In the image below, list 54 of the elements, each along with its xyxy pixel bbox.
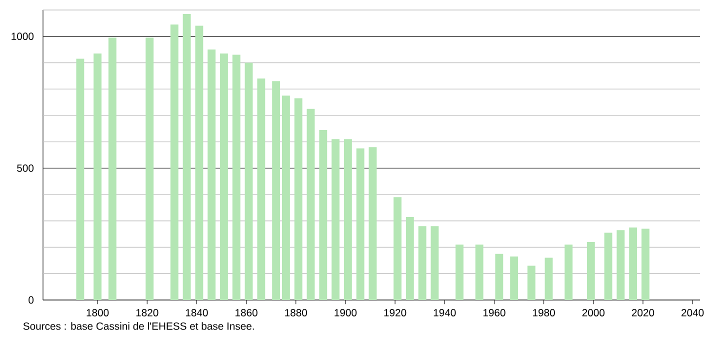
source-note: Sources : base Cassini de l'EHESS et base Insee. (23, 322, 254, 330)
bar (244, 62, 253, 300)
y-tick-label: 1000 (12, 32, 34, 40)
x-tick-label: 2020 (632, 309, 654, 316)
bar (495, 254, 504, 300)
bar (475, 244, 484, 300)
bar (430, 226, 439, 300)
bar (510, 256, 518, 300)
bar (195, 26, 204, 300)
bar (394, 197, 402, 300)
x-tick-label: 1820 (136, 309, 158, 316)
bar (527, 266, 536, 300)
x-tick-label: 1800 (86, 309, 109, 316)
x-tick-label: 2000 (582, 309, 605, 316)
bar (220, 53, 228, 300)
y-tick-label: 0 (28, 296, 34, 304)
bar (368, 147, 377, 300)
bar (306, 108, 315, 300)
bar (146, 38, 154, 300)
bar (232, 54, 240, 300)
bar (282, 96, 290, 300)
x-tick-label: 1860 (236, 309, 258, 316)
bar (544, 258, 553, 300)
x-tick-label: 1940 (434, 309, 456, 316)
x-tick-label: 1880 (285, 309, 308, 316)
bar (294, 98, 302, 300)
bar (332, 139, 340, 300)
x-tick-label: 1840 (186, 309, 208, 316)
bar (344, 139, 352, 300)
bar (257, 78, 266, 300)
bar (182, 14, 191, 300)
bar (629, 227, 638, 300)
bar (272, 81, 280, 300)
bar (456, 244, 464, 300)
bar (604, 232, 612, 300)
bar (641, 228, 650, 300)
x-tick-label: 2040 (682, 309, 704, 316)
bar (76, 58, 84, 300)
bar (356, 148, 364, 300)
bar (418, 226, 426, 300)
x-tick-label: 1900 (334, 309, 357, 316)
bar (108, 38, 116, 300)
x-tick-label: 1980 (533, 309, 555, 316)
bar (564, 244, 573, 300)
bar (586, 242, 595, 300)
bar (208, 50, 216, 300)
bar (170, 24, 178, 300)
x-tick-label: 1960 (483, 309, 506, 316)
bar (319, 130, 328, 300)
bar (616, 230, 625, 300)
bar (406, 216, 414, 300)
x-tick-label: 1920 (384, 309, 406, 316)
bar (94, 53, 102, 300)
y-tick-label: 500 (17, 164, 34, 172)
